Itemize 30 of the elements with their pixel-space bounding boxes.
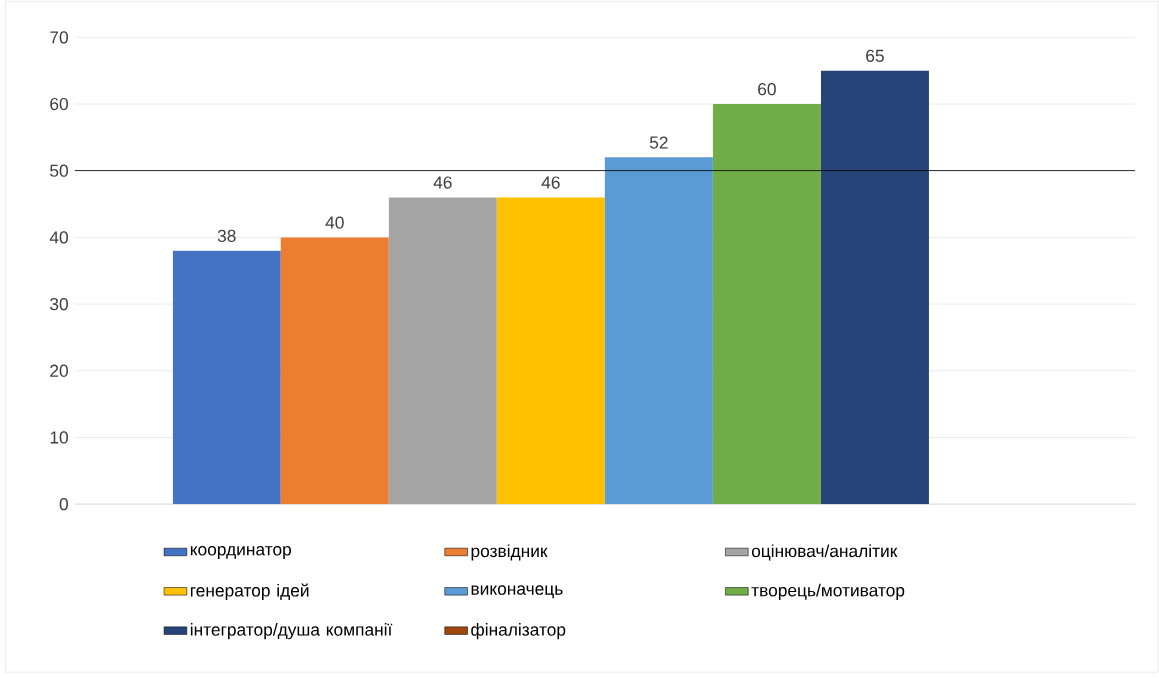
data-label: 40 bbox=[325, 216, 344, 229]
bar bbox=[604, 157, 713, 505]
data-label: 52 bbox=[649, 136, 668, 149]
legend-label: інтегратор/душа компанії bbox=[190, 623, 393, 640]
legend-label: розвідник bbox=[471, 544, 548, 561]
data-label: 46 bbox=[433, 176, 452, 189]
data-label: 65 bbox=[866, 49, 884, 63]
bar bbox=[388, 197, 497, 505]
legend-label: оцінювач/аналітик bbox=[751, 544, 898, 561]
y-tick-label: 50 bbox=[50, 164, 68, 178]
y-tick-label: 20 bbox=[50, 364, 68, 378]
bar bbox=[820, 70, 929, 505]
legend-label: творець/мотиватор bbox=[751, 583, 905, 601]
y-tick-label: 30 bbox=[50, 298, 68, 311]
data-label: 38 bbox=[217, 229, 236, 243]
y-tick-label: 40 bbox=[49, 231, 68, 244]
bar bbox=[172, 250, 281, 505]
legend-label: генератор ідей bbox=[190, 583, 309, 601]
y-tick-label: 70 bbox=[50, 31, 68, 44]
y-tick-label: 60 bbox=[50, 98, 68, 111]
legend-label: фіналізатор bbox=[471, 623, 566, 640]
data-label: 46 bbox=[541, 176, 560, 189]
bar bbox=[712, 104, 821, 505]
legend-label: координатор bbox=[190, 546, 292, 560]
bar bbox=[496, 197, 605, 505]
y-tick-label: 10 bbox=[50, 431, 68, 444]
legend-label: виконачець bbox=[471, 585, 563, 599]
y-tick-label: 0 bbox=[59, 498, 68, 511]
bar bbox=[280, 237, 389, 505]
data-label: 60 bbox=[758, 83, 776, 96]
